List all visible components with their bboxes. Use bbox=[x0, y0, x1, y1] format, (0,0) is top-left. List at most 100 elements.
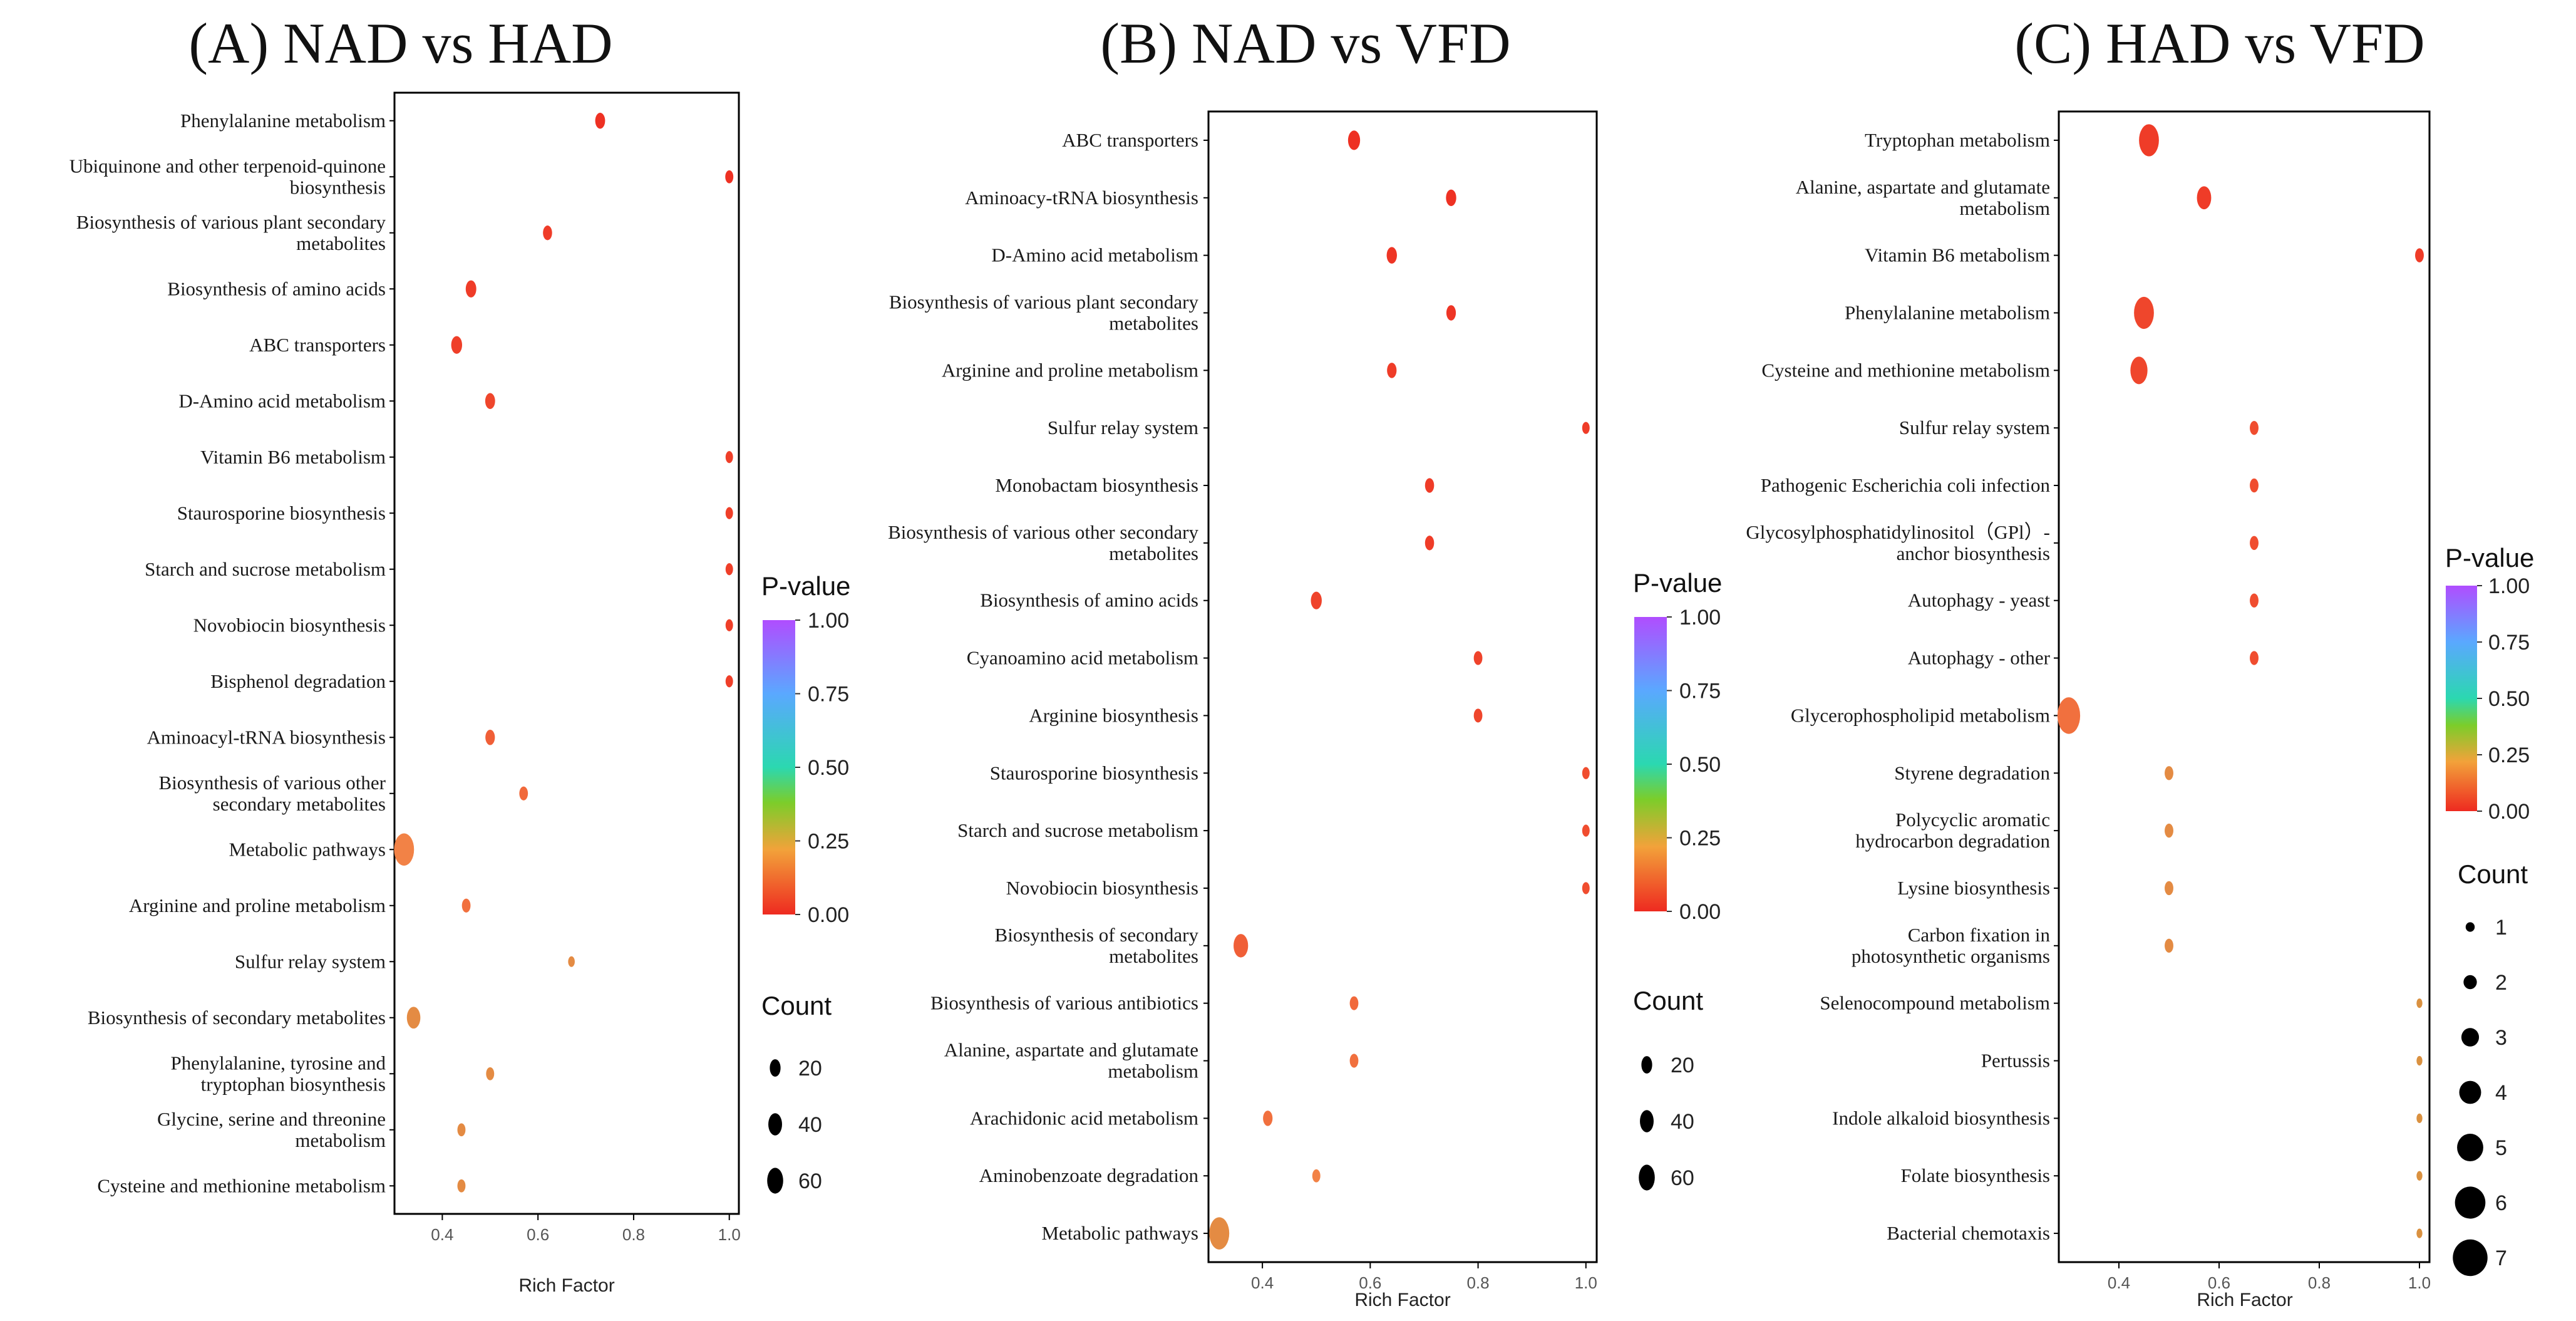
category-labels: Tryptophan metabolism Alanine, aspartate … bbox=[1746, 129, 2059, 1244]
data-point bbox=[1425, 478, 1435, 493]
category-label-line: Sulfur relay system bbox=[235, 950, 386, 972]
data-point bbox=[1582, 767, 1590, 779]
category-label: Folate biosynthesis bbox=[1900, 1164, 2050, 1186]
data-point bbox=[2416, 1113, 2423, 1123]
count-legend-label: 60 bbox=[798, 1169, 822, 1193]
data-point bbox=[1263, 1111, 1273, 1126]
category-label-line: Biosynthesis of amino acids bbox=[167, 277, 386, 299]
category-label: Pertussis bbox=[1981, 1050, 2050, 1072]
category-label: Sulfur relay system bbox=[1899, 417, 2050, 438]
data-point bbox=[1582, 882, 1590, 894]
category-label-line: Biosynthesis of various plant secondary bbox=[76, 211, 386, 233]
category-label: Carbon fixation in photosynthetic organis… bbox=[1852, 924, 2051, 967]
x-axis-label: Rich Factor bbox=[1354, 1290, 1450, 1310]
category-label-line: Biosynthesis of various antibiotics bbox=[930, 992, 1198, 1014]
category-label: Alanine, aspartate and glutamate metaboli… bbox=[944, 1039, 1198, 1082]
data-point bbox=[2165, 766, 2173, 780]
data-point bbox=[2165, 938, 2173, 953]
category-label-line: Biosynthesis of secondary bbox=[995, 924, 1199, 946]
data-point bbox=[394, 833, 415, 866]
count-legend-label: 2 bbox=[2495, 971, 2507, 995]
category-label-line: Tryptophan metabolism bbox=[1865, 129, 2050, 151]
count-legend-title: Count bbox=[1633, 986, 1703, 1015]
category-label: Ubiquinone and other terpenoid-quinone bi… bbox=[70, 155, 386, 198]
category-label-line: Biosynthesis of amino acids bbox=[980, 589, 1198, 611]
category-label-line: Polycyclic aromatic bbox=[1895, 809, 2050, 831]
category-label-line: hydrocarbon degradation bbox=[1855, 830, 2050, 852]
category-label-line: Indole alkaloid biosynthesis bbox=[1832, 1107, 2050, 1129]
count-legend-label: 7 bbox=[2495, 1246, 2507, 1270]
category-label-line: Carbon fixation in bbox=[1908, 924, 2051, 946]
data-point bbox=[2197, 186, 2212, 210]
data-point bbox=[2250, 593, 2259, 608]
category-label-line: Glycosylphosphatidylinositol（GPl）- bbox=[1746, 521, 2050, 543]
x-tick-label: 0.8 bbox=[1466, 1273, 1489, 1292]
pvalue-legend: P-value 1.00 0.75 0.50 0.25 0.00 bbox=[1633, 568, 1722, 924]
category-label-line: Autophagy - other bbox=[1908, 647, 2051, 669]
data-point bbox=[1425, 536, 1435, 551]
data-point bbox=[1347, 130, 1361, 150]
count-legend-dot bbox=[770, 1059, 781, 1077]
category-label: Biosynthesis of various plant secondary m… bbox=[889, 291, 1199, 334]
data-point bbox=[2165, 823, 2173, 838]
category-label-line: Cysteine and methionine metabolism bbox=[1761, 359, 2050, 381]
data-point bbox=[543, 225, 552, 241]
category-label: Metabolic pathways bbox=[229, 838, 386, 860]
x-tick-label: 0.4 bbox=[1251, 1273, 1274, 1292]
category-label-line: Bacterial chemotaxis bbox=[1887, 1222, 2050, 1244]
count-legend-label: 20 bbox=[1671, 1054, 1694, 1077]
category-label: Metabolic pathways bbox=[1041, 1222, 1198, 1244]
count-legend-label: 6 bbox=[2495, 1191, 2507, 1215]
category-labels: ABC transporters Aminoacy-tRNA biosynthes… bbox=[888, 129, 1208, 1244]
category-label: Pathogenic Escherichia coli infection bbox=[1761, 474, 2051, 496]
category-label: Sulfur relay system bbox=[1048, 417, 1198, 438]
category-label-line: Biosynthesis of various other bbox=[159, 772, 386, 794]
data-point bbox=[725, 563, 733, 576]
category-label-line: Ubiquinone and other terpenoid-quinone bbox=[70, 155, 386, 177]
count-legend: Count 20 40 60 bbox=[761, 991, 832, 1194]
plot-frame bbox=[393, 91, 740, 1215]
category-label: Bisphenol degradation bbox=[210, 670, 386, 692]
pvalue-colorbar bbox=[2446, 586, 2477, 811]
category-label-line: metabolites bbox=[1109, 312, 1198, 334]
category-label-line: Arginine biosynthesis bbox=[1029, 704, 1198, 726]
category-label: Novobiocin biosynthesis bbox=[1006, 877, 1198, 899]
category-label: Glycine, serine and threonine metabolism bbox=[157, 1108, 386, 1151]
count-legend-dot bbox=[2461, 1028, 2480, 1047]
pvalue-legend: P-value 1.00 0.75 0.50 0.25 0.00 bbox=[761, 571, 850, 927]
data-point bbox=[568, 956, 575, 967]
count-legend-label: 40 bbox=[798, 1113, 822, 1137]
category-label: Cyanoamino acid metabolism bbox=[967, 647, 1198, 669]
pvalue-legend: P-value 1.00 0.75 0.50 0.25 0.00 bbox=[2445, 543, 2534, 824]
category-label-line: Staurosporine biosynthesis bbox=[990, 762, 1198, 784]
category-label-line: Arachidonic acid metabolism bbox=[970, 1107, 1198, 1129]
category-label-line: Folate biosynthesis bbox=[1900, 1164, 2050, 1186]
data-point bbox=[1386, 247, 1397, 264]
count-legend-dot bbox=[2465, 922, 2475, 932]
dots bbox=[2057, 124, 2424, 1238]
count-legend-label: 20 bbox=[798, 1057, 822, 1080]
data-point bbox=[1446, 189, 1456, 206]
category-label-line: D-Amino acid metabolism bbox=[178, 390, 386, 412]
category-label: Staurosporine biosynthesis bbox=[177, 502, 386, 524]
data-point bbox=[461, 898, 471, 913]
category-label-line: Arginine and proline metabolism bbox=[129, 894, 386, 916]
data-point bbox=[486, 1067, 495, 1080]
data-point bbox=[2416, 998, 2423, 1008]
category-label: Biosynthesis of secondary metabolites bbox=[995, 924, 1199, 967]
data-point bbox=[457, 1179, 466, 1193]
x-ticks: 0.4 0.6 0.8 1.0 bbox=[2108, 1262, 2431, 1292]
category-label-line: metabolism bbox=[1108, 1060, 1198, 1082]
pvalue-colorbar bbox=[763, 620, 795, 914]
category-label: Biosynthesis of various other secondary m… bbox=[888, 521, 1198, 564]
data-point bbox=[2130, 356, 2148, 385]
x-tick-label: 1.0 bbox=[1575, 1273, 1597, 1292]
category-label-line: Phenylalanine metabolism bbox=[1845, 301, 2050, 323]
pvalue-tick-label: 0.00 bbox=[1679, 900, 1721, 924]
category-label: Bacterial chemotaxis bbox=[1887, 1222, 2050, 1244]
data-point bbox=[1582, 824, 1590, 837]
data-point bbox=[725, 619, 733, 631]
category-label-line: Autophagy - yeast bbox=[1908, 589, 2051, 611]
data-point bbox=[1446, 305, 1456, 321]
